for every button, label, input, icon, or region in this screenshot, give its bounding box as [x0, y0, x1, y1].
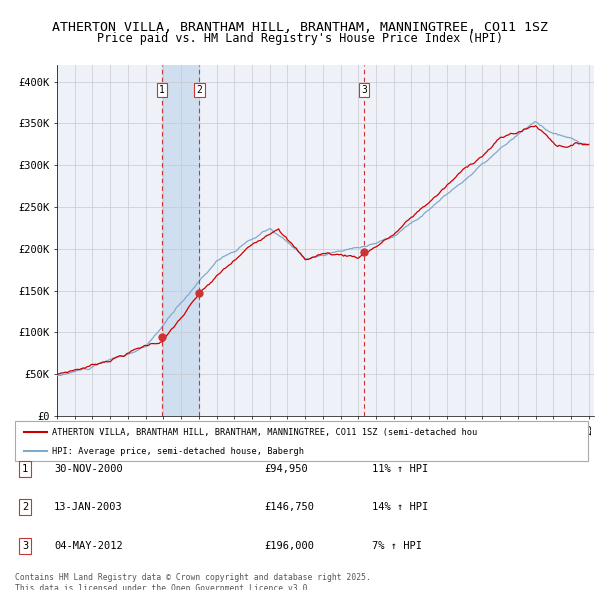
- Text: 1: 1: [22, 464, 28, 474]
- Text: 11% ↑ HPI: 11% ↑ HPI: [372, 464, 428, 474]
- Text: 2: 2: [22, 503, 28, 512]
- Text: ATHERTON VILLA, BRANTHAM HILL, BRANTHAM, MANNINGTREE, CO11 1SZ (semi-detached ho: ATHERTON VILLA, BRANTHAM HILL, BRANTHAM,…: [52, 428, 478, 437]
- Text: 30-NOV-2000: 30-NOV-2000: [54, 464, 123, 474]
- Text: £146,750: £146,750: [264, 503, 314, 512]
- Text: 14% ↑ HPI: 14% ↑ HPI: [372, 503, 428, 512]
- Text: Price paid vs. HM Land Registry's House Price Index (HPI): Price paid vs. HM Land Registry's House …: [97, 32, 503, 45]
- Text: ATHERTON VILLA, BRANTHAM HILL, BRANTHAM, MANNINGTREE, CO11 1SZ: ATHERTON VILLA, BRANTHAM HILL, BRANTHAM,…: [52, 21, 548, 34]
- Bar: [162, 65, 199, 416]
- Text: 2: 2: [197, 85, 202, 95]
- Text: £196,000: £196,000: [264, 541, 314, 550]
- Text: 7% ↑ HPI: 7% ↑ HPI: [372, 541, 422, 550]
- Text: 04-MAY-2012: 04-MAY-2012: [54, 541, 123, 550]
- Text: 3: 3: [361, 85, 367, 95]
- Text: £94,950: £94,950: [264, 464, 308, 474]
- Text: HPI: Average price, semi-detached house, Babergh: HPI: Average price, semi-detached house,…: [52, 447, 304, 456]
- Text: 1: 1: [159, 85, 165, 95]
- Text: This data is licensed under the Open Government Licence v3.0.: This data is licensed under the Open Gov…: [15, 584, 313, 590]
- Text: 13-JAN-2003: 13-JAN-2003: [54, 503, 123, 512]
- Text: Contains HM Land Registry data © Crown copyright and database right 2025.: Contains HM Land Registry data © Crown c…: [15, 573, 371, 582]
- FancyBboxPatch shape: [15, 421, 588, 461]
- Text: 3: 3: [22, 541, 28, 550]
